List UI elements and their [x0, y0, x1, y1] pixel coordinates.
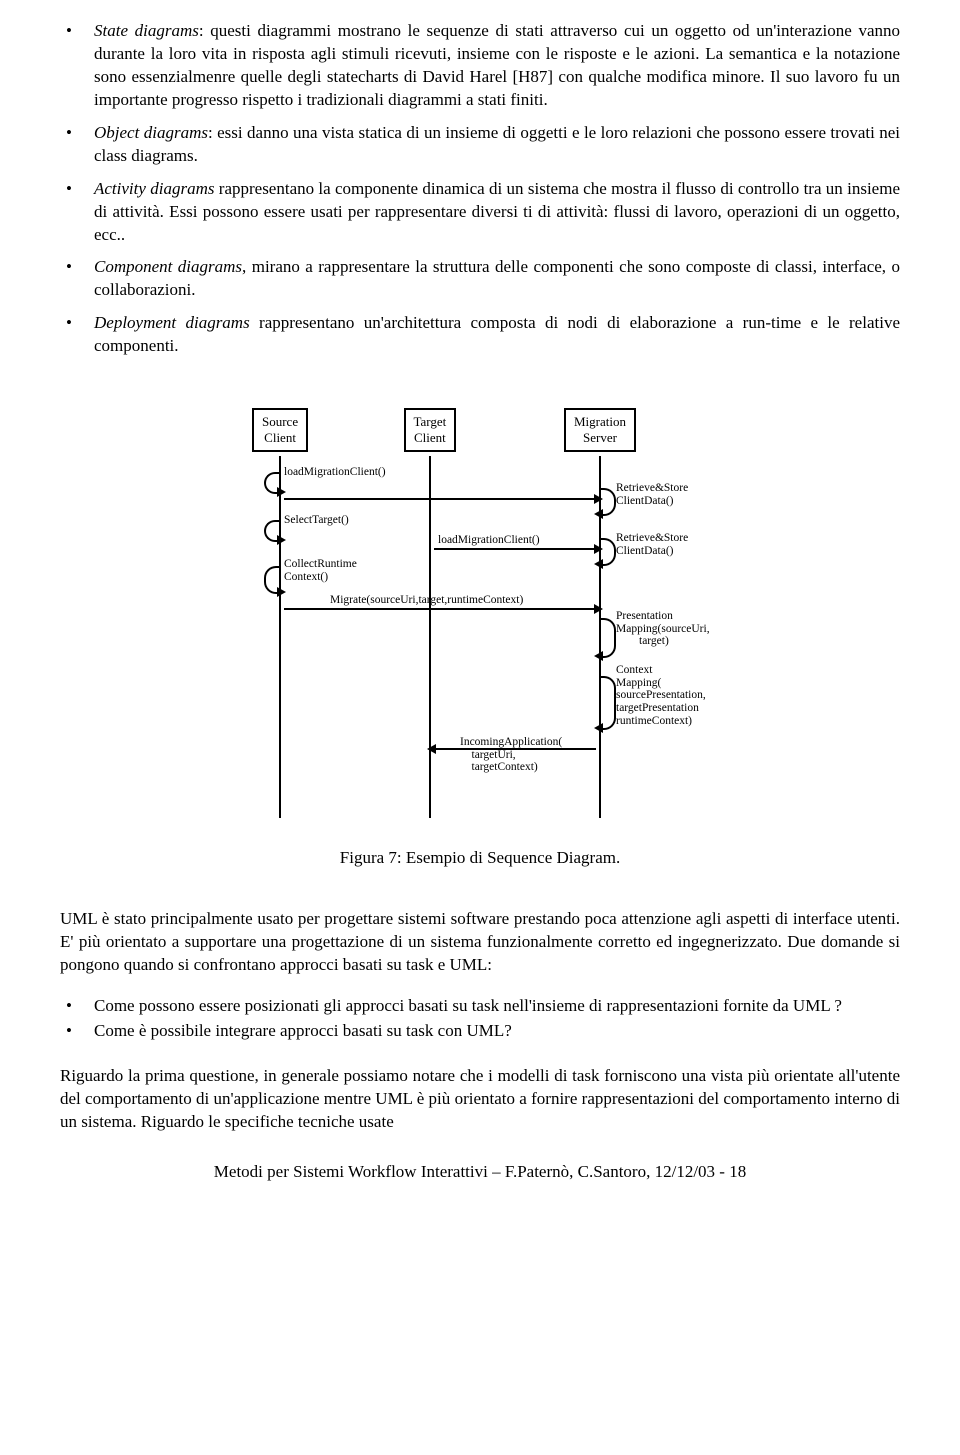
message-label: Retrieve&Store ClientData() — [616, 482, 688, 507]
lifeline-box: Target Client — [404, 408, 457, 452]
bullet-dot-icon: • — [60, 256, 94, 302]
paragraph: UML è stato principalmente usato per pro… — [60, 908, 900, 977]
message-label: loadMigrationClient() — [284, 466, 386, 479]
bullet-dot-icon: • — [60, 312, 94, 358]
lifeline-box: Source Client — [252, 408, 308, 452]
bullet-term: Component diagrams — [94, 257, 242, 276]
bullet-item: • Come possono essere posizionati gli ap… — [60, 995, 900, 1018]
sequence-diagram-figure: Source Client Target Client Migration Serv… — [220, 408, 740, 828]
bullet-dot-icon: • — [60, 122, 94, 168]
bullet-text: State diagrams: questi diagrammi mostran… — [94, 20, 900, 112]
message-label: SelectTarget() — [284, 514, 349, 527]
message-line — [284, 608, 596, 610]
bullet-term: Activity diagrams — [94, 179, 214, 198]
message-label: Presentation Mapping(sourceUri, target) — [616, 610, 710, 648]
bullet-dot-icon: • — [60, 995, 94, 1018]
sequence-diagram: Source Client Target Client Migration Serv… — [220, 408, 740, 828]
self-message-arc — [600, 538, 616, 566]
message-label: Migrate(sourceUri,target,runtimeContext) — [330, 594, 523, 607]
message-line — [284, 498, 596, 500]
bullet-item: • Object diagrams: essi danno una vista … — [60, 122, 900, 168]
bullet-rest: rappresentano la componente dinamica di … — [94, 179, 900, 244]
bullet-item: • Activity diagrams rappresentano la com… — [60, 178, 900, 247]
bullet-rest: : questi diagrammi mostrano le sequenze … — [94, 21, 900, 109]
bullet-list-top: • State diagrams: questi diagrammi mostr… — [60, 20, 900, 358]
bullet-item: • Deployment diagrams rappresentano un'a… — [60, 312, 900, 358]
bullet-term: Deployment diagrams — [94, 313, 250, 332]
bullet-dot-icon: • — [60, 20, 94, 112]
bullet-text: Object diagrams: essi danno una vista st… — [94, 122, 900, 168]
page-footer: Metodi per Sistemi Workflow Interattivi … — [60, 1162, 900, 1182]
arrow-right-icon — [594, 604, 603, 614]
self-message-arc — [600, 488, 616, 516]
paragraph: Riguardo la prima questione, in generale… — [60, 1065, 900, 1134]
bullet-item: • Come è possibile integrare approcci ba… — [60, 1020, 900, 1043]
message-label: Context Mapping( sourcePresentation, tar… — [616, 664, 706, 727]
bullet-dot-icon: • — [60, 178, 94, 247]
self-message-arc — [600, 618, 616, 658]
self-message-arc — [264, 520, 280, 542]
bullet-rest: : essi danno una vista statica di un ins… — [94, 123, 900, 165]
arrow-left-icon — [427, 744, 436, 754]
bullet-text: Activity diagrams rappresentano la compo… — [94, 178, 900, 247]
bullet-item: • State diagrams: questi diagrammi mostr… — [60, 20, 900, 112]
figure-caption: Figura 7: Esempio di Sequence Diagram. — [60, 848, 900, 868]
message-label: CollectRuntime Context() — [284, 558, 357, 583]
lifeline-line — [279, 456, 281, 818]
bullet-text: Component diagrams, mirano a rappresenta… — [94, 256, 900, 302]
bullet-dot-icon: • — [60, 1020, 94, 1043]
self-message-arc — [600, 676, 616, 730]
bullet-term: Object diagrams — [94, 123, 208, 142]
bullet-text: Deployment diagrams rappresentano un'arc… — [94, 312, 900, 358]
message-label: IncomingApplication( targetUri, targetCo… — [460, 736, 562, 774]
lifeline-box: Migration Server — [564, 408, 636, 452]
message-label: loadMigrationClient() — [438, 534, 540, 547]
lifeline-line — [429, 456, 431, 818]
page: • State diagrams: questi diagrammi mostr… — [0, 0, 960, 1202]
bullet-list-questions: • Come possono essere posizionati gli ap… — [60, 995, 900, 1043]
bullet-text: Come è possibile integrare approcci basa… — [94, 1020, 900, 1043]
self-message-arc — [264, 566, 280, 594]
message-line — [434, 548, 596, 550]
bullet-term: State diagrams — [94, 21, 199, 40]
bullet-item: • Component diagrams, mirano a rappresen… — [60, 256, 900, 302]
bullet-text: Come possono essere posizionati gli appr… — [94, 995, 900, 1018]
self-message-arc — [264, 472, 280, 494]
message-label: Retrieve&Store ClientData() — [616, 532, 688, 557]
